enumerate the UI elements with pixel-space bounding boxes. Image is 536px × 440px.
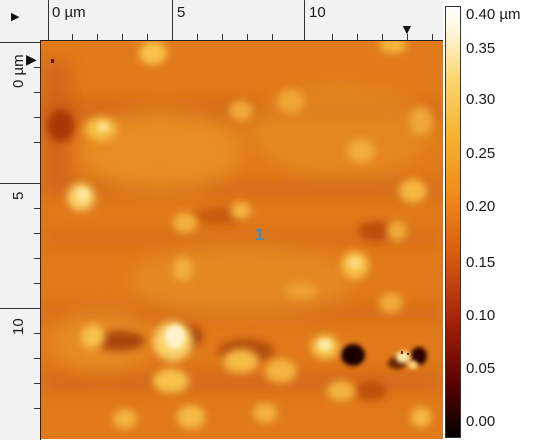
scale-label: 0.05 [466, 360, 496, 377]
height-map [41, 41, 443, 439]
y-axis-tick-label: 5 [10, 191, 27, 200]
y-axis-origin-label: 0 µm [10, 54, 27, 88]
scale-label: 0.20 [466, 198, 496, 215]
scale-label: 0.35 [466, 40, 496, 57]
color-scale-labels: 0.40 µm 0.35 0.30 0.25 0.20 0.15 0.10 0.… [466, 0, 536, 440]
scale-label: 0.30 [466, 91, 496, 108]
color-scale-bar [445, 6, 461, 438]
scale-label: 0.40 µm [466, 6, 521, 23]
x-axis-origin-label: 0 µm [52, 4, 86, 21]
afm-height-image[interactable]: 1 [41, 41, 443, 439]
x-axis-tick-label: 10 [309, 4, 326, 21]
triangle-down-icon[interactable]: ▼ [400, 21, 414, 37]
y-axis-tick-label: 10 [10, 318, 27, 335]
play-right-icon[interactable]: ▶ [11, 11, 20, 23]
scale-label: 0.00 [466, 413, 496, 430]
horizontal-ruler: 0 µm 5 10 ▼ [32, 0, 443, 41]
triangle-right-icon[interactable]: ▶ [26, 51, 37, 67]
ruler-corner: ▶ [0, 0, 32, 40]
marker-label[interactable]: 1 [255, 225, 265, 244]
scale-label: 0.25 [466, 145, 496, 162]
x-axis-tick-label: 5 [177, 4, 186, 21]
scale-label: 0.10 [466, 307, 496, 324]
vertical-ruler: 0 µm 5 10 ▶ [0, 40, 41, 440]
scale-label: 0.15 [466, 254, 496, 271]
